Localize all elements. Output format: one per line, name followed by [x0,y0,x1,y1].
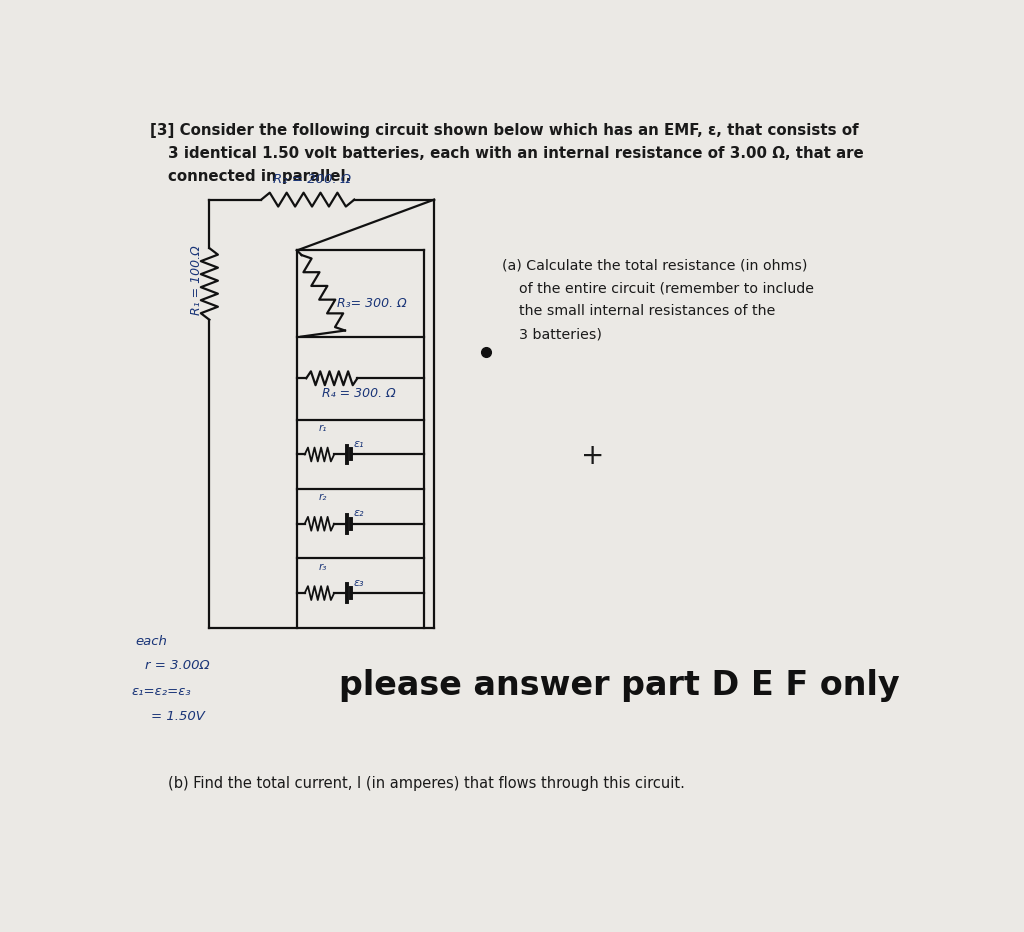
Text: R₂ = 200. Ω: R₂ = 200. Ω [272,172,350,185]
Text: please answer part D E F only: please answer part D E F only [339,669,899,703]
Text: r₃: r₃ [318,561,327,571]
Text: connected in parallel.: connected in parallel. [168,169,351,184]
Text: R₃= 300. Ω: R₃= 300. Ω [337,296,407,309]
Text: 3 identical 1.50 volt batteries, each with an internal resistance of 3.00 Ω, tha: 3 identical 1.50 volt batteries, each wi… [168,145,864,160]
Text: each: each [136,636,168,649]
Text: R₄ = 300. Ω: R₄ = 300. Ω [322,387,395,400]
Text: = 1.50V: = 1.50V [152,710,205,723]
Text: R₁ = 100.Ω: R₁ = 100.Ω [190,245,203,315]
Text: of the entire circuit (remember to include: of the entire circuit (remember to inclu… [519,281,814,295]
Text: the small internal resistances of the: the small internal resistances of the [519,305,776,319]
Text: (a) Calculate the total resistance (in ohms): (a) Calculate the total resistance (in o… [502,258,807,272]
Text: [3] Consider the following circuit shown below which has an EMF, ε, that consist: [3] Consider the following circuit shown… [150,123,858,138]
Text: ε₃: ε₃ [354,578,365,588]
Text: ε₁: ε₁ [354,439,365,449]
Text: ε₁=ε₂=ε₃: ε₁=ε₂=ε₃ [132,685,191,698]
Text: +: + [582,442,605,470]
Text: r₂: r₂ [318,492,327,502]
Text: r₁: r₁ [318,423,327,433]
Text: 3 batteries): 3 batteries) [519,327,602,341]
Text: (b) Find the total current, I (in amperes) that flows through this circuit.: (b) Find the total current, I (in ampere… [168,775,685,790]
Text: ε₂: ε₂ [354,508,365,518]
Text: r = 3.00Ω: r = 3.00Ω [145,659,210,672]
